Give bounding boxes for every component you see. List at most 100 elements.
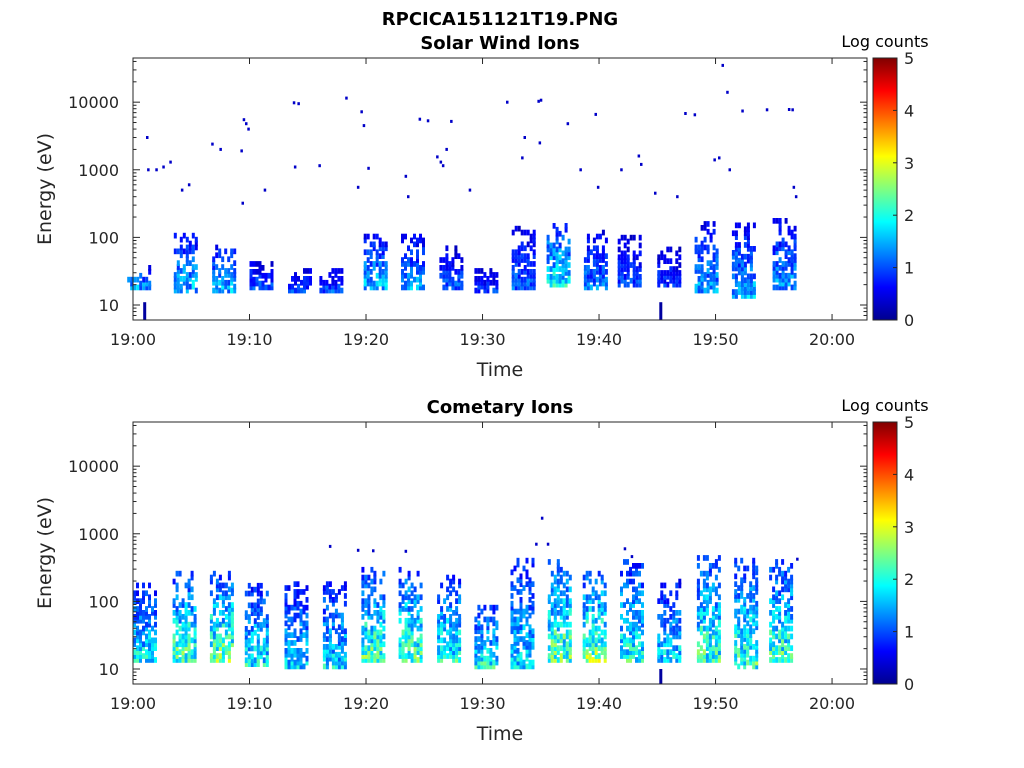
spectrogram-cell [595, 269, 599, 275]
spectrogram-cell [597, 653, 601, 659]
isolated-count [219, 147, 222, 151]
spectrogram-cell [532, 272, 536, 279]
colorbar-tick-label: 3 [904, 154, 914, 173]
spectrogram-cell [564, 262, 568, 268]
spectrogram-cell [363, 249, 367, 256]
spectrogram-cell [218, 645, 222, 651]
spectrogram-cell [790, 269, 794, 275]
spectrogram-cell [565, 657, 569, 663]
spectrogram-cell [212, 268, 216, 274]
spectrogram-cell [708, 641, 712, 648]
spectrogram-cell [364, 602, 368, 608]
spectrogram-cell [743, 573, 747, 580]
spectrogram-cell [440, 653, 444, 659]
spectrogram-cell [591, 645, 595, 651]
spectrogram-cell [398, 641, 402, 648]
spectrogram-cell [772, 272, 776, 279]
spectrogram-cell [597, 645, 601, 651]
spectrogram-cell [752, 616, 756, 623]
spectrogram-cell [629, 649, 632, 655]
spectrogram-cell [635, 281, 639, 288]
spectrogram-cell [185, 256, 189, 263]
spectrogram-cell [600, 649, 604, 655]
spectrogram-cell [663, 277, 667, 284]
spectrogram-cell [520, 269, 524, 275]
spectrogram-cell [703, 236, 707, 243]
spectrogram-cell [558, 277, 562, 284]
spectrogram-cell [734, 253, 738, 260]
spectrogram-cell [528, 604, 532, 611]
spectrogram-cell [775, 606, 779, 612]
spectrogram-cell [364, 598, 368, 604]
spectrogram-cell [591, 598, 595, 604]
spectrogram-cell [700, 272, 704, 278]
spectrogram-cell [296, 581, 300, 587]
spectrogram-cell [632, 570, 635, 577]
spectrogram-cell [595, 257, 599, 263]
spectrogram-cell [398, 637, 402, 644]
spectrogram-cell [696, 653, 700, 659]
spectrogram-cell [227, 645, 231, 651]
spectrogram-cell [532, 269, 536, 275]
spectrogram-cell [582, 602, 586, 608]
spectrogram-cell [492, 632, 496, 638]
spectrogram-cell [531, 561, 535, 568]
spectrogram-cell [259, 622, 263, 628]
spectrogram-cell [410, 653, 414, 659]
spectrogram-cell [550, 629, 554, 636]
spectrogram-cell [705, 598, 709, 604]
spectrogram-cell [514, 225, 518, 232]
spectrogram-cell [212, 610, 216, 616]
spectrogram-cell [455, 645, 459, 651]
spectrogram-cell [755, 655, 759, 662]
spectrogram-cell [215, 578, 219, 585]
spectrogram-cell [746, 608, 750, 615]
spectrogram-cell [337, 659, 341, 666]
spectrogram-cell [731, 253, 735, 260]
spectrogram-cell [522, 565, 526, 572]
spectrogram-cell [331, 612, 335, 619]
spectrogram-cell [510, 612, 514, 619]
spectrogram-cell [148, 633, 151, 640]
spectrogram-cell [458, 614, 462, 620]
spectrogram-cell [184, 657, 188, 663]
spectrogram-cell [184, 621, 188, 628]
spectrogram-cell [712, 272, 716, 278]
spectrogram-cell [367, 614, 371, 620]
spectrogram-cell [250, 626, 254, 632]
spectrogram-cell [452, 645, 456, 651]
spectrogram-cell [419, 657, 423, 663]
isolated-count [242, 118, 246, 122]
spectrogram-cell [416, 637, 420, 644]
spectrogram-cell [553, 598, 557, 604]
spectrogram-cell [737, 257, 741, 264]
spectrogram-cell [416, 237, 419, 244]
spectrogram-cell [784, 276, 788, 283]
isolated-count [356, 185, 360, 189]
spectrogram-cell [230, 621, 234, 628]
spectrogram-cell [510, 659, 514, 666]
spectrogram-cell [565, 614, 569, 620]
spectrogram-cell [474, 636, 478, 642]
spectrogram-cell [523, 284, 527, 291]
spectrogram-cell [604, 261, 608, 267]
spectrogram-cell [247, 637, 251, 644]
spectrogram-cell [379, 621, 383, 628]
spectrogram-cell [384, 284, 388, 291]
spectrogram-cell [305, 655, 309, 662]
spectrogram-cell [253, 645, 257, 652]
spectrogram-cell [529, 245, 533, 252]
spectrogram-cell [731, 250, 735, 256]
spectrogram-cell [474, 663, 478, 670]
spectrogram-cell [781, 559, 785, 565]
spectrogram-cell [669, 649, 673, 655]
spectrogram-cell [410, 265, 413, 271]
spectrogram-cell [442, 269, 446, 275]
spectrogram-cell [632, 594, 635, 601]
spectrogram-cell [136, 617, 139, 624]
spectrogram-cell [743, 632, 747, 638]
spectrogram-cell [752, 612, 756, 619]
spectrogram-cell [287, 632, 291, 638]
spectrogram-cell [632, 625, 635, 632]
spectrogram-cell [148, 265, 152, 271]
